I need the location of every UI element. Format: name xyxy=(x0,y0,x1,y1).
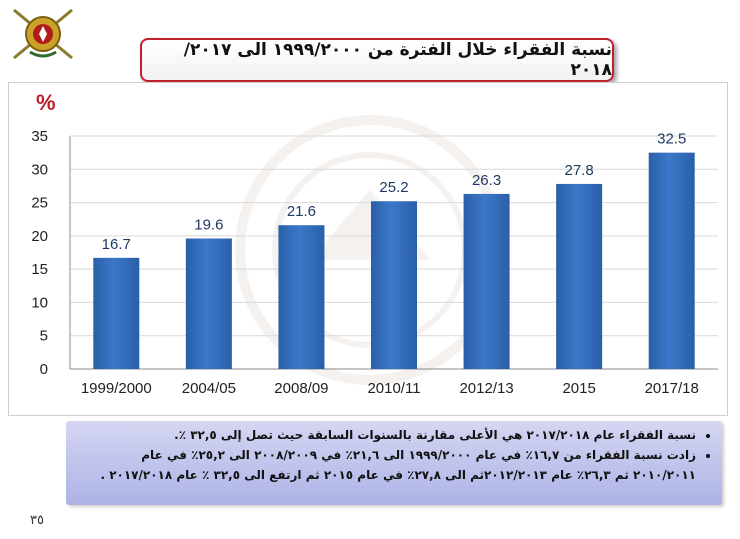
emblem-logo xyxy=(13,8,73,60)
y-tick-label: 30 xyxy=(31,161,48,178)
bar xyxy=(185,238,232,369)
x-tick-label: 1999/2000 xyxy=(81,380,152,397)
data-label: 27.8 xyxy=(565,162,594,179)
data-label: 19.6 xyxy=(194,217,223,234)
y-tick-label: 5 xyxy=(40,328,48,345)
data-label: 26.3 xyxy=(472,172,501,189)
y-tick-label: 25 xyxy=(31,195,48,212)
bar xyxy=(556,183,603,369)
notes-box: نسبة الفقراء عام ٢٠١٧/٢٠١٨ هي الأعلى مقا… xyxy=(66,421,722,505)
note-item: نسبة الفقراء عام ٢٠١٧/٢٠١٨ هي الأعلى مقا… xyxy=(76,425,696,445)
bar xyxy=(648,152,695,369)
y-tick-label: 0 xyxy=(40,361,48,378)
x-tick-label: 2010/11 xyxy=(367,380,420,397)
data-label: 16.7 xyxy=(102,236,131,253)
y-tick-label: 35 xyxy=(31,128,48,145)
data-label: 32.5 xyxy=(657,131,686,148)
page-title: نسبة الفقراء خلال الفترة من ١٩٩٩/٢٠٠٠ ال… xyxy=(140,38,614,82)
x-tick-label: 2012/13 xyxy=(459,380,513,397)
note-item: زادت نسبة الفقراء من ١٦,٧٪ في عام ١٩٩٩/٢… xyxy=(76,445,696,485)
bar-chart: 0 5 10 15 20 25 30 35% 16.7 1999/2000 19.6 2004/05 2… xyxy=(31,90,718,397)
x-tick-label: 2008/09 xyxy=(274,380,328,397)
bar xyxy=(463,193,510,369)
y-tick-label: 20 xyxy=(31,228,48,245)
y-tick-label: 10 xyxy=(31,294,48,311)
bar xyxy=(278,225,325,369)
x-tick-label: 2015 xyxy=(562,380,595,397)
y-tick-label: 15 xyxy=(31,261,48,278)
data-label: 21.6 xyxy=(287,203,316,220)
page-number: ٣٥ xyxy=(30,513,44,528)
data-label: 25.2 xyxy=(379,179,408,196)
x-tick-label: 2017/18 xyxy=(645,380,699,397)
y-axis-label: % xyxy=(36,90,56,115)
bar xyxy=(371,201,417,369)
x-tick-label: 2004/05 xyxy=(182,380,236,397)
bar xyxy=(93,257,140,369)
